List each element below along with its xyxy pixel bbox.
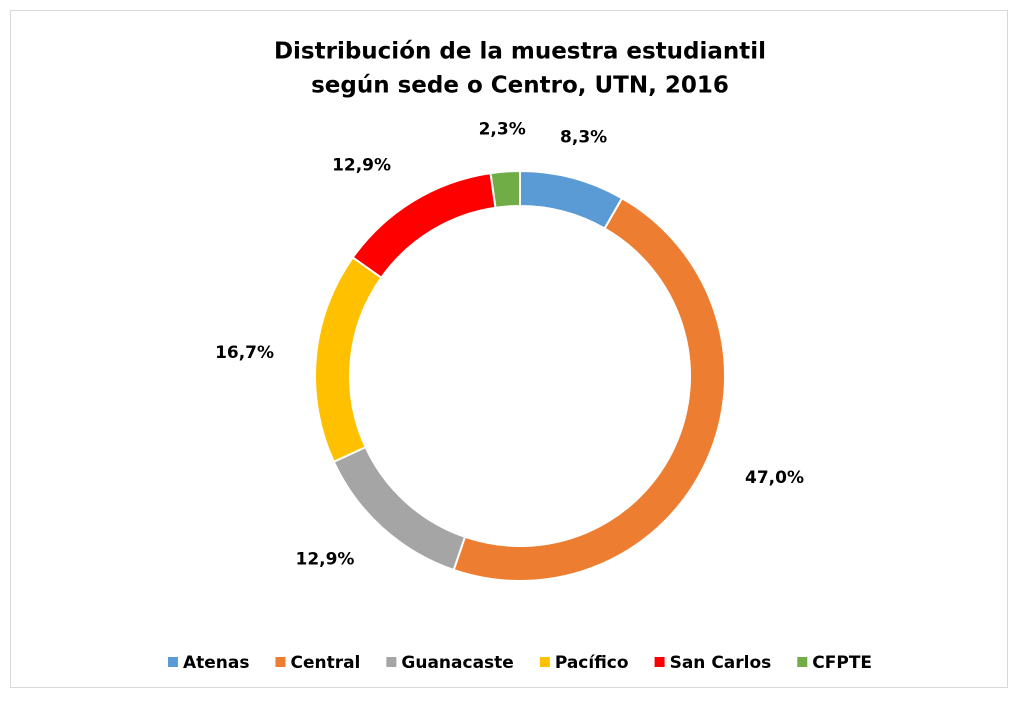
legend-label: Pacífico	[555, 653, 629, 673]
legend-swatch	[386, 657, 397, 667]
data-label: 2,3%	[479, 120, 526, 140]
legend-swatch	[539, 657, 550, 667]
donut-segment	[489, 169, 521, 209]
data-label: 12,9%	[332, 155, 391, 175]
legend-swatch	[654, 657, 665, 667]
data-label: 16,7%	[215, 343, 274, 363]
chart-title: según sede o Centro, UTN, 2016	[311, 73, 729, 99]
legend-label: CFPTE	[812, 653, 872, 673]
legend-swatch	[167, 657, 178, 667]
chart-border	[10, 10, 1008, 688]
legend-label: San Carlos	[670, 653, 772, 673]
legend-swatch	[797, 657, 808, 667]
chart-title: Distribución de la muestra estudiantil	[274, 39, 766, 65]
data-label: 47,0%	[745, 468, 804, 488]
data-label: 8,3%	[560, 127, 607, 147]
legend-swatch	[275, 657, 286, 667]
legend-label: Atenas	[183, 653, 250, 673]
legend-label: Guanacaste	[401, 653, 513, 673]
legend-label: Central	[290, 653, 360, 673]
data-label: 12,9%	[295, 549, 354, 569]
